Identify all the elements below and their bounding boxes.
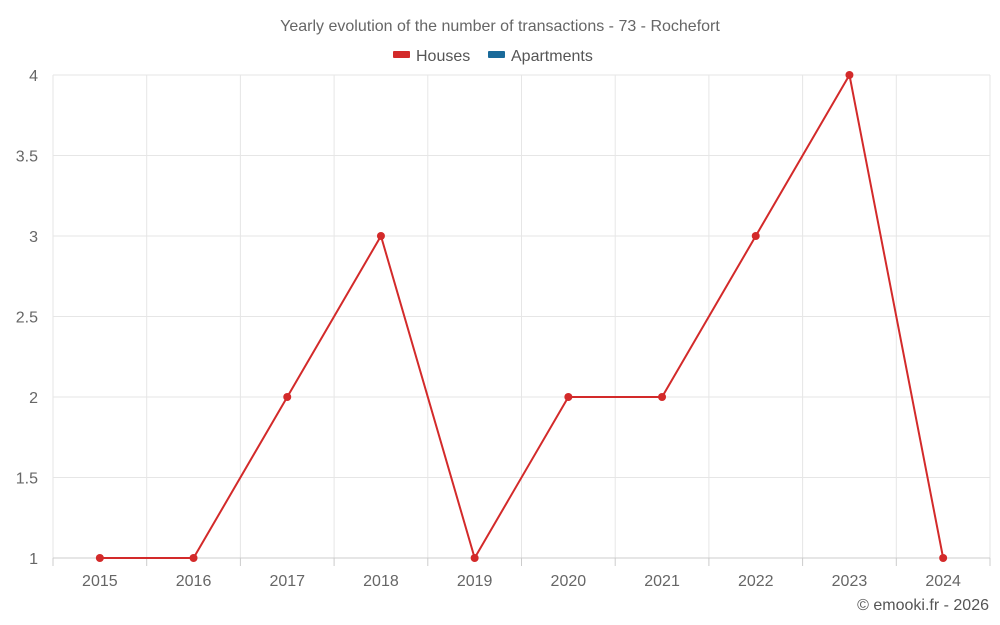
x-tick-label: 2023 — [832, 573, 868, 590]
data-point[interactable] — [939, 554, 948, 562]
x-tick-label: 2017 — [269, 573, 305, 590]
data-point[interactable] — [283, 393, 292, 401]
data-point[interactable] — [658, 393, 667, 401]
chart-title: Yearly evolution of the number of transa… — [280, 18, 720, 35]
x-tick-label: 2020 — [551, 573, 587, 590]
x-tick-label: 2021 — [644, 573, 680, 590]
y-tick-label: 3.5 — [16, 149, 38, 166]
x-tick-label: 2024 — [925, 573, 961, 590]
axes: 1 1.5 2 2.5 3 3.5 4 2015 2016 2017 2018 2019 2020 202… — [16, 68, 991, 590]
legend: Houses Apartments — [393, 48, 593, 65]
x-tick-label: 2015 — [82, 573, 118, 590]
x-tick-label: 2022 — [738, 573, 774, 590]
data-point[interactable] — [564, 393, 573, 401]
y-tick-label: 1 — [29, 551, 38, 568]
x-tick-label: 2019 — [457, 573, 493, 590]
credit-text: © emooki.fr - 2026 — [857, 597, 989, 614]
data-point[interactable] — [470, 554, 479, 562]
data-point[interactable] — [376, 232, 385, 240]
legend-swatch-apartments[interactable] — [488, 51, 505, 58]
series-line-houses — [99, 74, 945, 559]
y-tick-label: 1.5 — [16, 471, 38, 488]
legend-label-apartments[interactable]: Apartments — [511, 48, 593, 65]
data-point[interactable] — [95, 554, 104, 562]
y-tick-label: 3 — [29, 229, 38, 246]
data-point[interactable] — [845, 71, 854, 79]
data-point[interactable] — [751, 232, 760, 240]
series-layer — [95, 71, 948, 562]
data-point[interactable] — [189, 554, 198, 562]
y-tick-label: 4 — [29, 68, 38, 85]
grid — [52, 74, 991, 558]
x-tick-label: 2018 — [363, 573, 399, 590]
legend-label-houses[interactable]: Houses — [416, 48, 470, 65]
x-tick-label: 2016 — [176, 573, 212, 590]
y-tick-label: 2 — [29, 390, 38, 407]
legend-swatch-houses[interactable] — [393, 51, 410, 58]
y-tick-label: 2.5 — [16, 310, 38, 327]
